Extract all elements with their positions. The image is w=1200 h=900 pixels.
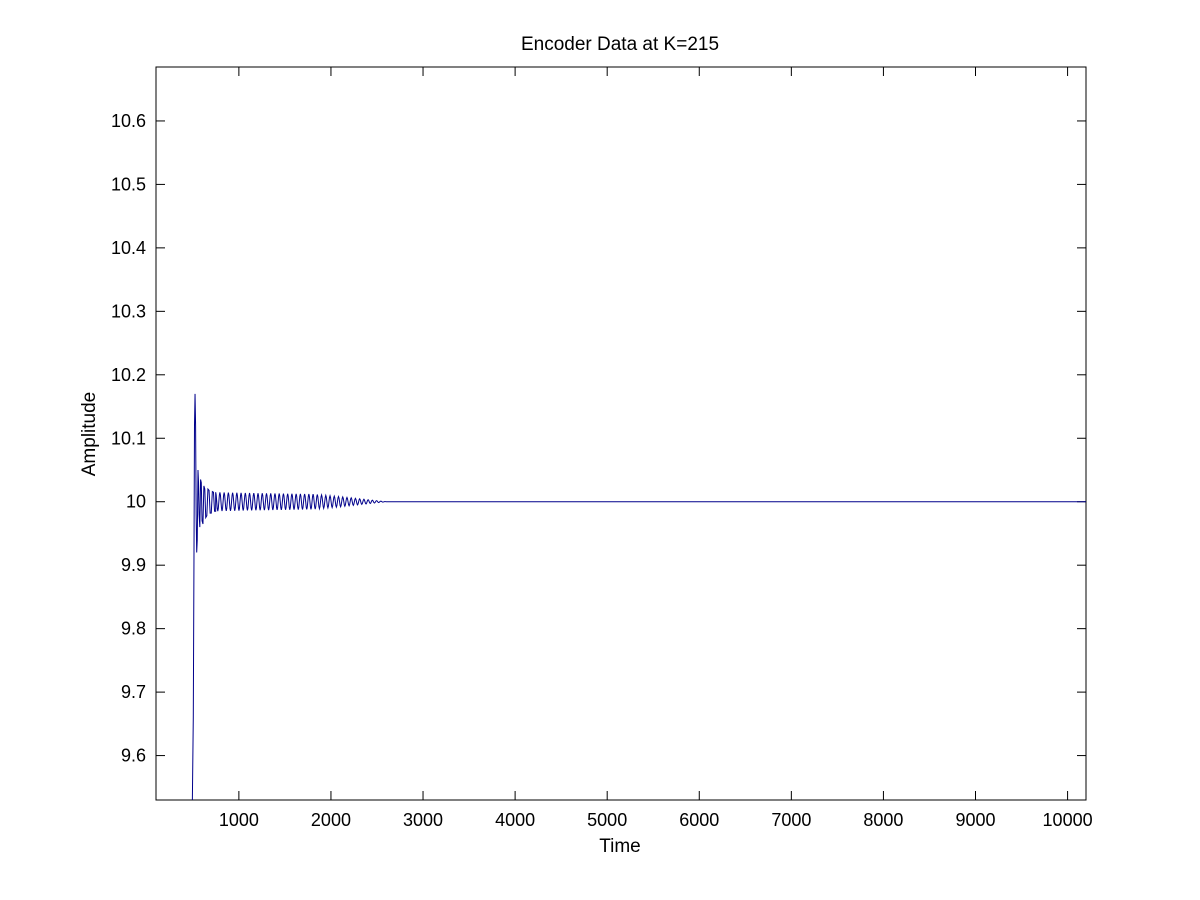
x-tick-label: 10000 [1043,810,1093,830]
axes [155,66,1087,801]
y-tick-label: 10.2 [111,365,146,385]
y-axis: 9.6 9.7 9.8 9.9 10 10.1 10.2 10.3 10.4 10.5 10.6 [111,111,1086,766]
x-tick-label: 6000 [679,810,719,830]
x-tick-label: 3000 [403,810,443,830]
y-tick-label: 10.4 [111,238,146,258]
y-tick-label: 9.6 [121,746,146,766]
y-tick-label: 9.9 [121,555,146,575]
y-tick-label: 10.5 [111,174,146,194]
y-tick-label: 9.7 [121,682,146,702]
y-tick-label: 10 [126,492,146,512]
y-axis-label: Amplitude [79,392,100,477]
x-tick-label: 5000 [587,810,627,830]
y-tick-label: 10.3 [111,301,146,321]
plot-frame [155,66,1087,801]
x-tick-label: 4000 [495,810,535,830]
x-axis: 1000 2000 3000 4000 5000 6000 7000 8000 9000 1000… [219,67,1093,830]
x-tick-label: 9000 [955,810,995,830]
y-tick-label: 10.6 [111,111,146,131]
y-tick-label: 10.1 [111,428,146,448]
x-axis-label: Time [599,836,641,857]
x-tick-label: 8000 [863,810,903,830]
series-layer [191,393,1086,801]
x-tick-label: 2000 [311,810,351,830]
chart-title: Encoder Data at K=215 [521,34,719,55]
y-tick-label: 9.8 [121,619,146,639]
series-line [191,393,1086,801]
x-tick-label: 7000 [771,810,811,830]
x-tick-label: 1000 [219,810,259,830]
